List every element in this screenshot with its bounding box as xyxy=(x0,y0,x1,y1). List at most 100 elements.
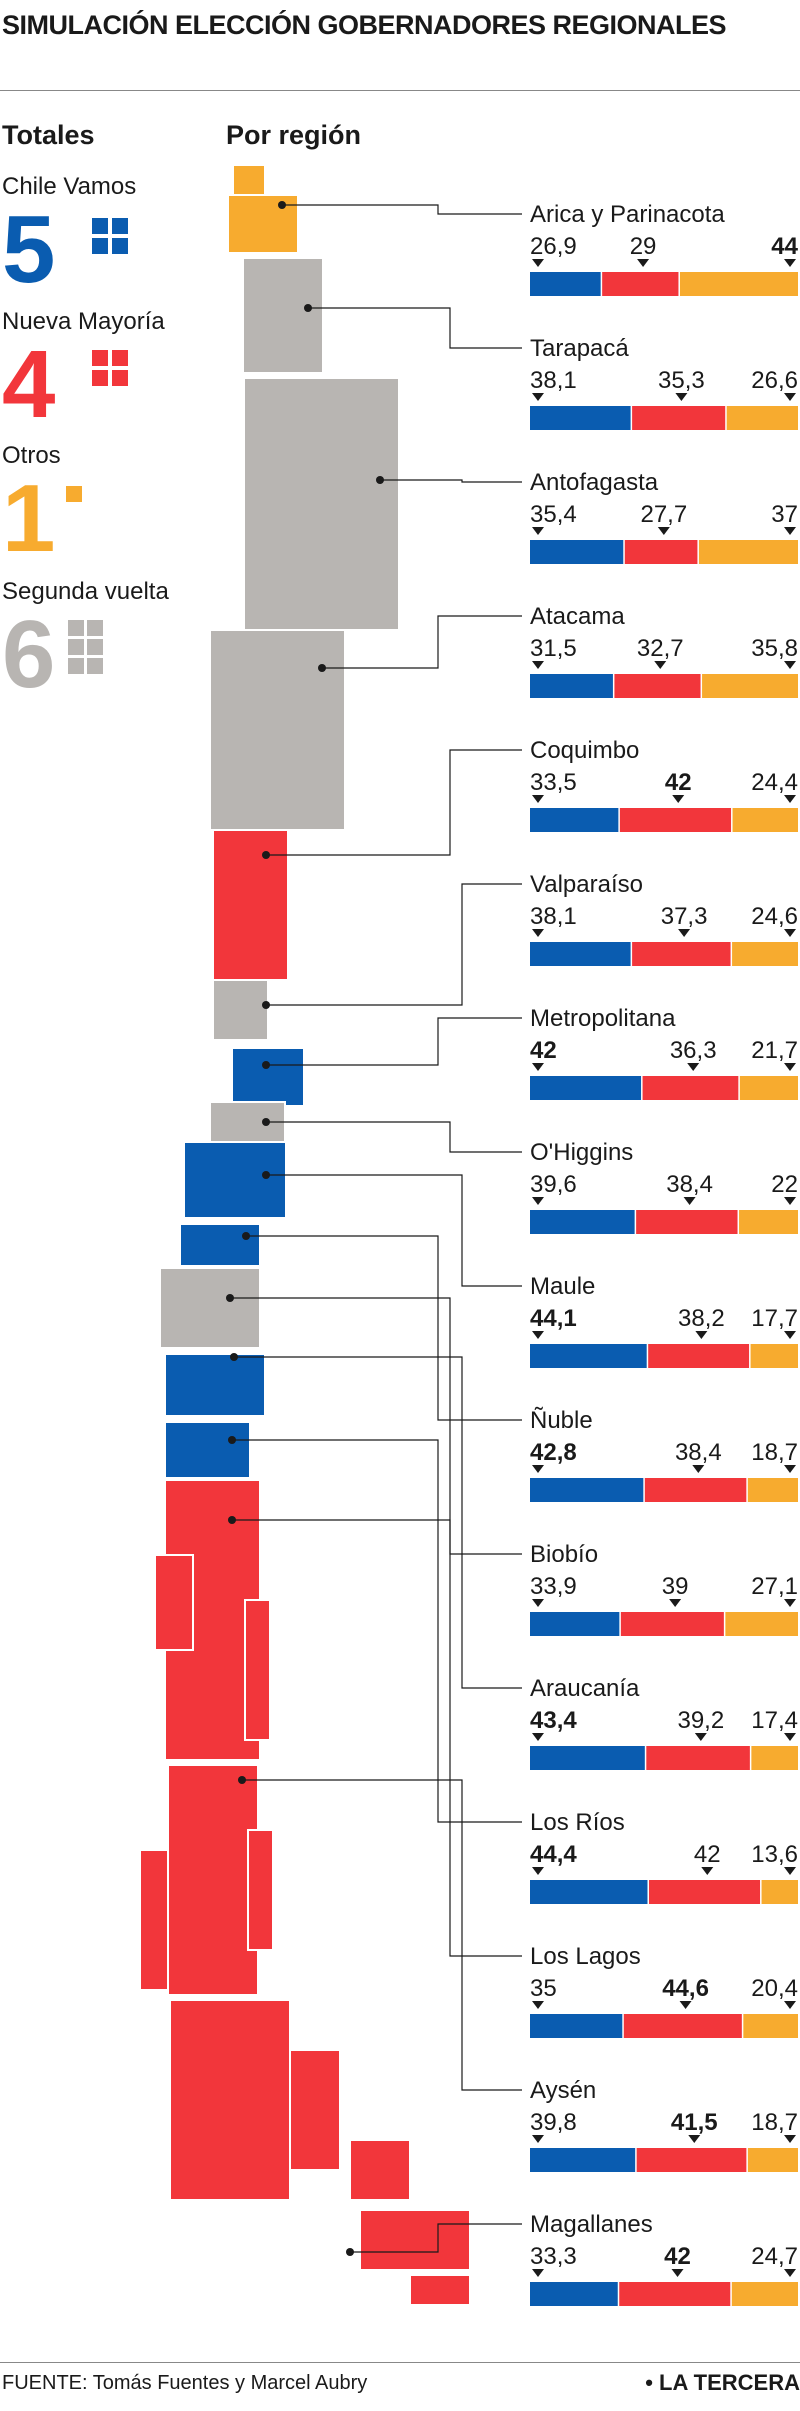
bar-segment xyxy=(530,2282,618,2306)
total-label-chile-vamos: Chile Vamos xyxy=(2,173,137,200)
value-marker xyxy=(784,1197,796,1205)
grid-icon-nueva-mayoria xyxy=(92,350,128,386)
value-marker xyxy=(695,1331,708,1339)
bar-segment xyxy=(530,540,624,564)
map-region-14-2 xyxy=(139,1849,169,1991)
chart-title: SIMULACIÓN ELECCIÓN GOBERNADORES REGIONA… xyxy=(2,10,727,40)
bar-segment xyxy=(648,1344,750,1368)
value-label: 39,2 xyxy=(677,1707,724,1734)
value-label: 26,6 xyxy=(751,367,798,394)
value-label: 42 xyxy=(694,1841,721,1868)
value-label: 29 xyxy=(630,233,657,260)
region-name: Biobío xyxy=(530,1541,598,1568)
value-marker xyxy=(784,1465,796,1473)
bar-segment xyxy=(530,1880,648,1904)
bottom-rule xyxy=(0,2362,800,2363)
value-marker xyxy=(784,1331,796,1339)
value-marker xyxy=(784,929,796,937)
value-marker xyxy=(532,1733,544,1741)
value-marker xyxy=(532,527,544,535)
leader-line xyxy=(322,615,522,669)
bar-segment xyxy=(732,942,798,966)
value-marker xyxy=(675,393,688,401)
bar-segment xyxy=(530,1210,635,1234)
bar-segment xyxy=(614,674,701,698)
value-label: 44,4 xyxy=(530,1841,577,1868)
value-label: 18,7 xyxy=(751,1439,798,1466)
total-label-nueva-mayoria: Nueva Mayoría xyxy=(2,308,165,335)
bar-segment xyxy=(747,2148,798,2172)
bar-segment xyxy=(739,1076,798,1100)
value-marker xyxy=(672,795,685,803)
value-marker xyxy=(532,1867,544,1875)
leader-line xyxy=(350,2223,522,2253)
value-marker xyxy=(532,661,544,669)
map-region-3-0 xyxy=(209,629,346,831)
value-marker xyxy=(683,1197,696,1205)
bar-segment xyxy=(739,1210,798,1234)
value-marker xyxy=(784,393,796,401)
value-label: 33,5 xyxy=(530,769,577,796)
map-region-9-0 xyxy=(179,1223,261,1267)
value-marker xyxy=(669,1599,682,1607)
leader-line xyxy=(242,1779,522,2091)
map-region-15-2 xyxy=(349,2139,411,2201)
region-name: Aysén xyxy=(530,2077,596,2104)
total-count-nueva-mayoria: 4 xyxy=(2,331,55,438)
value-marker xyxy=(532,393,544,401)
value-marker xyxy=(654,661,667,669)
bar-segment xyxy=(530,1076,642,1100)
bar-segment xyxy=(530,272,601,296)
map-region-15-3 xyxy=(359,2209,471,2271)
bar-segment xyxy=(698,540,798,564)
bar-segment xyxy=(530,1746,645,1770)
value-marker xyxy=(671,2269,684,2277)
value-label: 44 xyxy=(771,233,798,260)
bar-segment xyxy=(646,1746,750,1770)
value-label: 43,4 xyxy=(530,1707,577,1734)
leader-line xyxy=(234,1356,522,1689)
value-label: 38,1 xyxy=(530,903,577,930)
map-region-4-0 xyxy=(212,829,289,981)
bar-segment xyxy=(731,2282,798,2306)
by-region-header: Por región xyxy=(226,120,362,150)
leader-line xyxy=(282,204,522,215)
leader-line xyxy=(266,1121,522,1153)
region-name: Coquimbo xyxy=(530,737,639,764)
region-name: Arica y Parinacota xyxy=(530,201,725,228)
leader-line xyxy=(266,1174,522,1287)
bar-segment xyxy=(619,808,732,832)
map-region-15-4 xyxy=(409,2274,471,2306)
bar-segment xyxy=(725,1612,798,1636)
map-region-6-0 xyxy=(231,1047,305,1107)
leader-line xyxy=(232,1519,522,1957)
value-marker xyxy=(532,929,544,937)
value-marker xyxy=(532,795,544,803)
leader-line xyxy=(246,1235,522,1421)
bar-segment xyxy=(642,1076,739,1100)
map-region-15-1 xyxy=(289,2049,341,2171)
value-label: 24,4 xyxy=(751,769,798,796)
map-region-5-0 xyxy=(212,979,269,1041)
leader-line xyxy=(266,883,522,1006)
value-marker xyxy=(532,2001,544,2009)
leader-line xyxy=(230,1297,522,1555)
value-label: 20,4 xyxy=(751,1975,798,2002)
bar-segment xyxy=(726,406,798,430)
value-label: 24,6 xyxy=(751,903,798,930)
region-name: O'Higgins xyxy=(530,1139,633,1166)
regional-results-chart: Arica y Parinacota 26,9 29 44 Tarapacá 38,1 35… xyxy=(139,164,799,2306)
grid-icon-chile-vamos xyxy=(92,218,128,254)
bar-segment xyxy=(750,1344,798,1368)
bar-segment xyxy=(530,808,619,832)
chile-map xyxy=(139,164,471,2306)
value-label: 18,7 xyxy=(751,2109,798,2136)
value-label: 33,9 xyxy=(530,1573,577,1600)
bar-segment xyxy=(751,1746,798,1770)
bar-segment xyxy=(530,674,613,698)
value-label: 17,4 xyxy=(751,1707,798,1734)
leader-line xyxy=(380,479,522,483)
value-marker xyxy=(688,2135,701,2143)
value-marker xyxy=(687,1063,700,1071)
bar-segment xyxy=(702,674,798,698)
